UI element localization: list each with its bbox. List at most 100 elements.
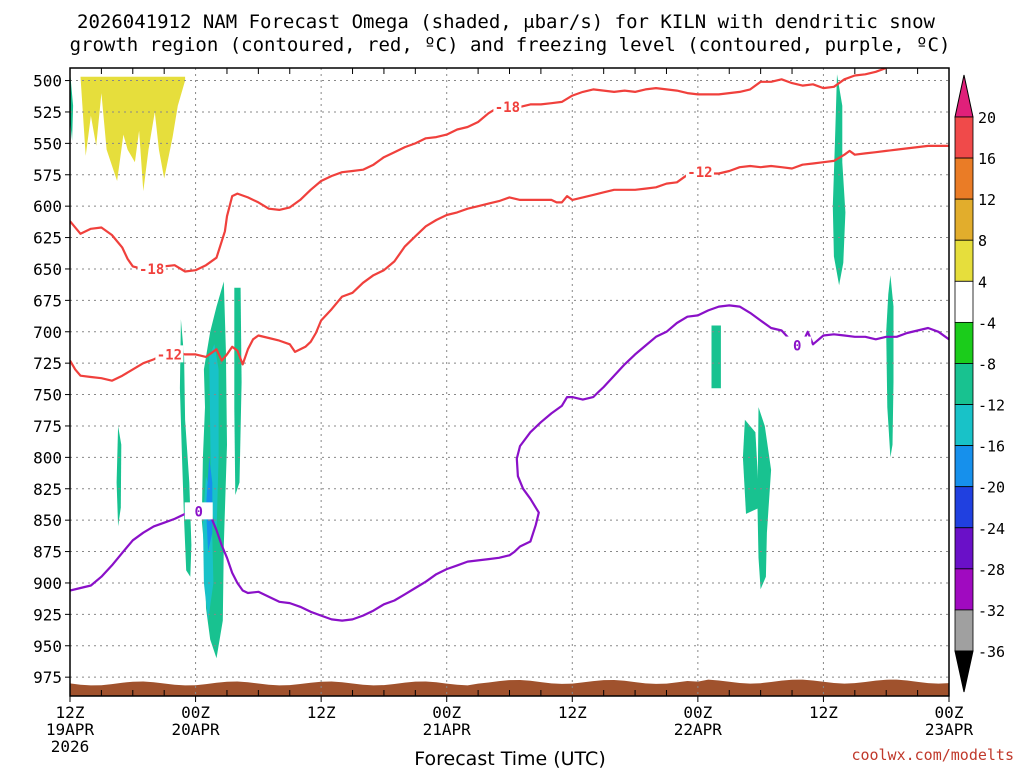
colorbar-label-5: -4	[978, 314, 996, 332]
contour-label-bg-0-0	[137, 259, 166, 277]
colorbar-label-11: -28	[978, 561, 1005, 579]
colorbar-label-4: 4	[978, 273, 987, 291]
x-tick-label-7-0: 00Z	[935, 703, 964, 722]
x-axis-label: Forecast Time (UTC)	[414, 748, 605, 768]
x-tick-label-6-0: 12Z	[809, 703, 838, 722]
colorbar-label-13: -36	[978, 643, 1005, 661]
shaded-region-14	[832, 74, 846, 286]
y-tick-label-12: 800	[33, 448, 62, 467]
plot-frame	[69, 67, 950, 697]
colorbar-bin-5	[954, 321, 974, 364]
colorbar-bottom-arrow	[954, 650, 974, 693]
grid-lines	[70, 68, 949, 696]
colorbar-bin-12	[954, 609, 974, 652]
y-tick-label-7: 675	[33, 291, 62, 310]
shaded-region-15	[886, 275, 894, 458]
colorbar-label-12: -32	[978, 602, 1005, 620]
y-tick-label-14: 850	[33, 511, 62, 530]
y-tick-label-3: 575	[33, 166, 62, 185]
y-tick-label-2: 550	[33, 134, 62, 153]
contour-label-2-1: 0	[793, 339, 801, 355]
y-tick-label-9: 725	[33, 354, 62, 373]
shaded-region-7	[116, 426, 122, 527]
y-tick-label-8: 700	[33, 323, 62, 342]
contour-line-1	[70, 144, 949, 382]
contour-labels: -18 -18 -12 -12 0 0	[137, 97, 812, 520]
x-tick-label-3-0: 00Z	[432, 703, 461, 722]
y-tick-label-17: 925	[33, 605, 62, 624]
colorbar-label-10: -24	[978, 520, 1005, 538]
colorbar-bin-2	[954, 198, 974, 241]
y-axis: 500 525 550 575 600 625 650 675 700 725 750 775 800 8…	[33, 72, 70, 687]
shaded-region-1	[73, 457, 82, 558]
y-tick-label-16: 900	[33, 574, 62, 593]
colorbar-label-3: 8	[978, 232, 987, 250]
contour-label-1-0: -12	[157, 347, 182, 363]
credit-text: coolwx.com/modelts	[851, 746, 1014, 764]
contour-label-bg-1-0	[155, 345, 184, 363]
x-tick-label-1-0: 00Z	[181, 703, 210, 722]
contour-label-1-1: -12	[687, 165, 712, 181]
x-tick-label-0-2: 2026	[51, 737, 90, 756]
colorbar-label-9: -20	[978, 479, 1005, 497]
contour-lines	[70, 68, 949, 622]
y-tick-label-19: 975	[33, 668, 62, 687]
x-tick-label-4-0: 12Z	[558, 703, 587, 722]
shaded-region-10	[234, 287, 242, 495]
colorbar-bin-7	[954, 404, 974, 447]
shaded-region-6	[70, 76, 74, 141]
colorbar-bin-9	[954, 486, 974, 529]
x-tick-label-3-1: 21APR	[423, 720, 472, 739]
x-tick-label-2-0: 12Z	[307, 703, 336, 722]
y-tick-label-6: 650	[33, 260, 62, 279]
y-tick-label-15: 875	[33, 543, 62, 562]
contour-label-0-0: -18	[139, 262, 164, 278]
shaded-region-13	[757, 407, 772, 590]
x-tick-label-7-1: 23APR	[925, 720, 974, 739]
colorbar-label-7: -12	[978, 397, 1005, 415]
y-tick-label-1: 525	[33, 103, 62, 122]
chart-title-line1: 2026041912 NAM Forecast Omega (shaded, μ…	[77, 11, 935, 33]
colorbar-top-arrow	[954, 74, 974, 118]
y-tick-label-13: 825	[33, 480, 62, 499]
x-tick-label-5-1: 22APR	[674, 720, 723, 739]
y-tick-label-18: 950	[33, 637, 62, 656]
x-tick-label-1-1: 20APR	[171, 720, 220, 739]
colorbar-label-1: 16	[978, 150, 996, 168]
contour-line-2	[70, 304, 949, 622]
contour-line-0	[70, 68, 887, 273]
contour-label-bg-2-0	[184, 502, 213, 520]
shaded-region-12	[742, 419, 760, 514]
contour-label-bg-2-1	[783, 336, 812, 354]
colorbar-bin-3	[954, 239, 974, 282]
y-tick-label-10: 750	[33, 386, 62, 405]
colorbar-label-8: -16	[978, 438, 1005, 456]
y-tick-label-5: 625	[33, 229, 62, 248]
omega-shading	[70, 74, 894, 659]
y-tick-label-11: 775	[33, 417, 62, 436]
colorbar-bin-8	[954, 445, 974, 488]
x-tick-label-0-1: 19APR	[46, 720, 95, 739]
colorbar-bin-6	[954, 363, 974, 405]
contour-label-0-1: -18	[495, 100, 520, 116]
colorbar-bin-4	[954, 280, 974, 323]
y-tick-label-4: 600	[33, 197, 62, 216]
colorbar-label-6: -8	[978, 355, 996, 373]
shaded-region-11	[711, 325, 721, 389]
colorbar: 20 16 12 8 4 -4 -8 -12 -16 -20 -24 -28 -32 -36	[954, 74, 1005, 693]
x-tick-label-5-0: 00Z	[683, 703, 712, 722]
shaded-region-5	[80, 76, 186, 192]
colorbar-bin-0	[954, 116, 974, 159]
colorbar-bin-10	[954, 527, 974, 570]
colorbar-label-2: 12	[978, 191, 996, 209]
contour-label-bg-0-1	[493, 97, 522, 115]
colorbar-label-0: 20	[978, 109, 996, 127]
contour-label-bg-1-1	[685, 163, 714, 181]
chart-title-line2: growth region (contoured, red, ºC) and f…	[70, 34, 951, 56]
colorbar-bin-1	[954, 157, 974, 200]
y-tick-label-0: 500	[33, 72, 62, 91]
colorbar-bin-11	[954, 568, 974, 611]
contour-label-2-0: 0	[194, 504, 202, 520]
